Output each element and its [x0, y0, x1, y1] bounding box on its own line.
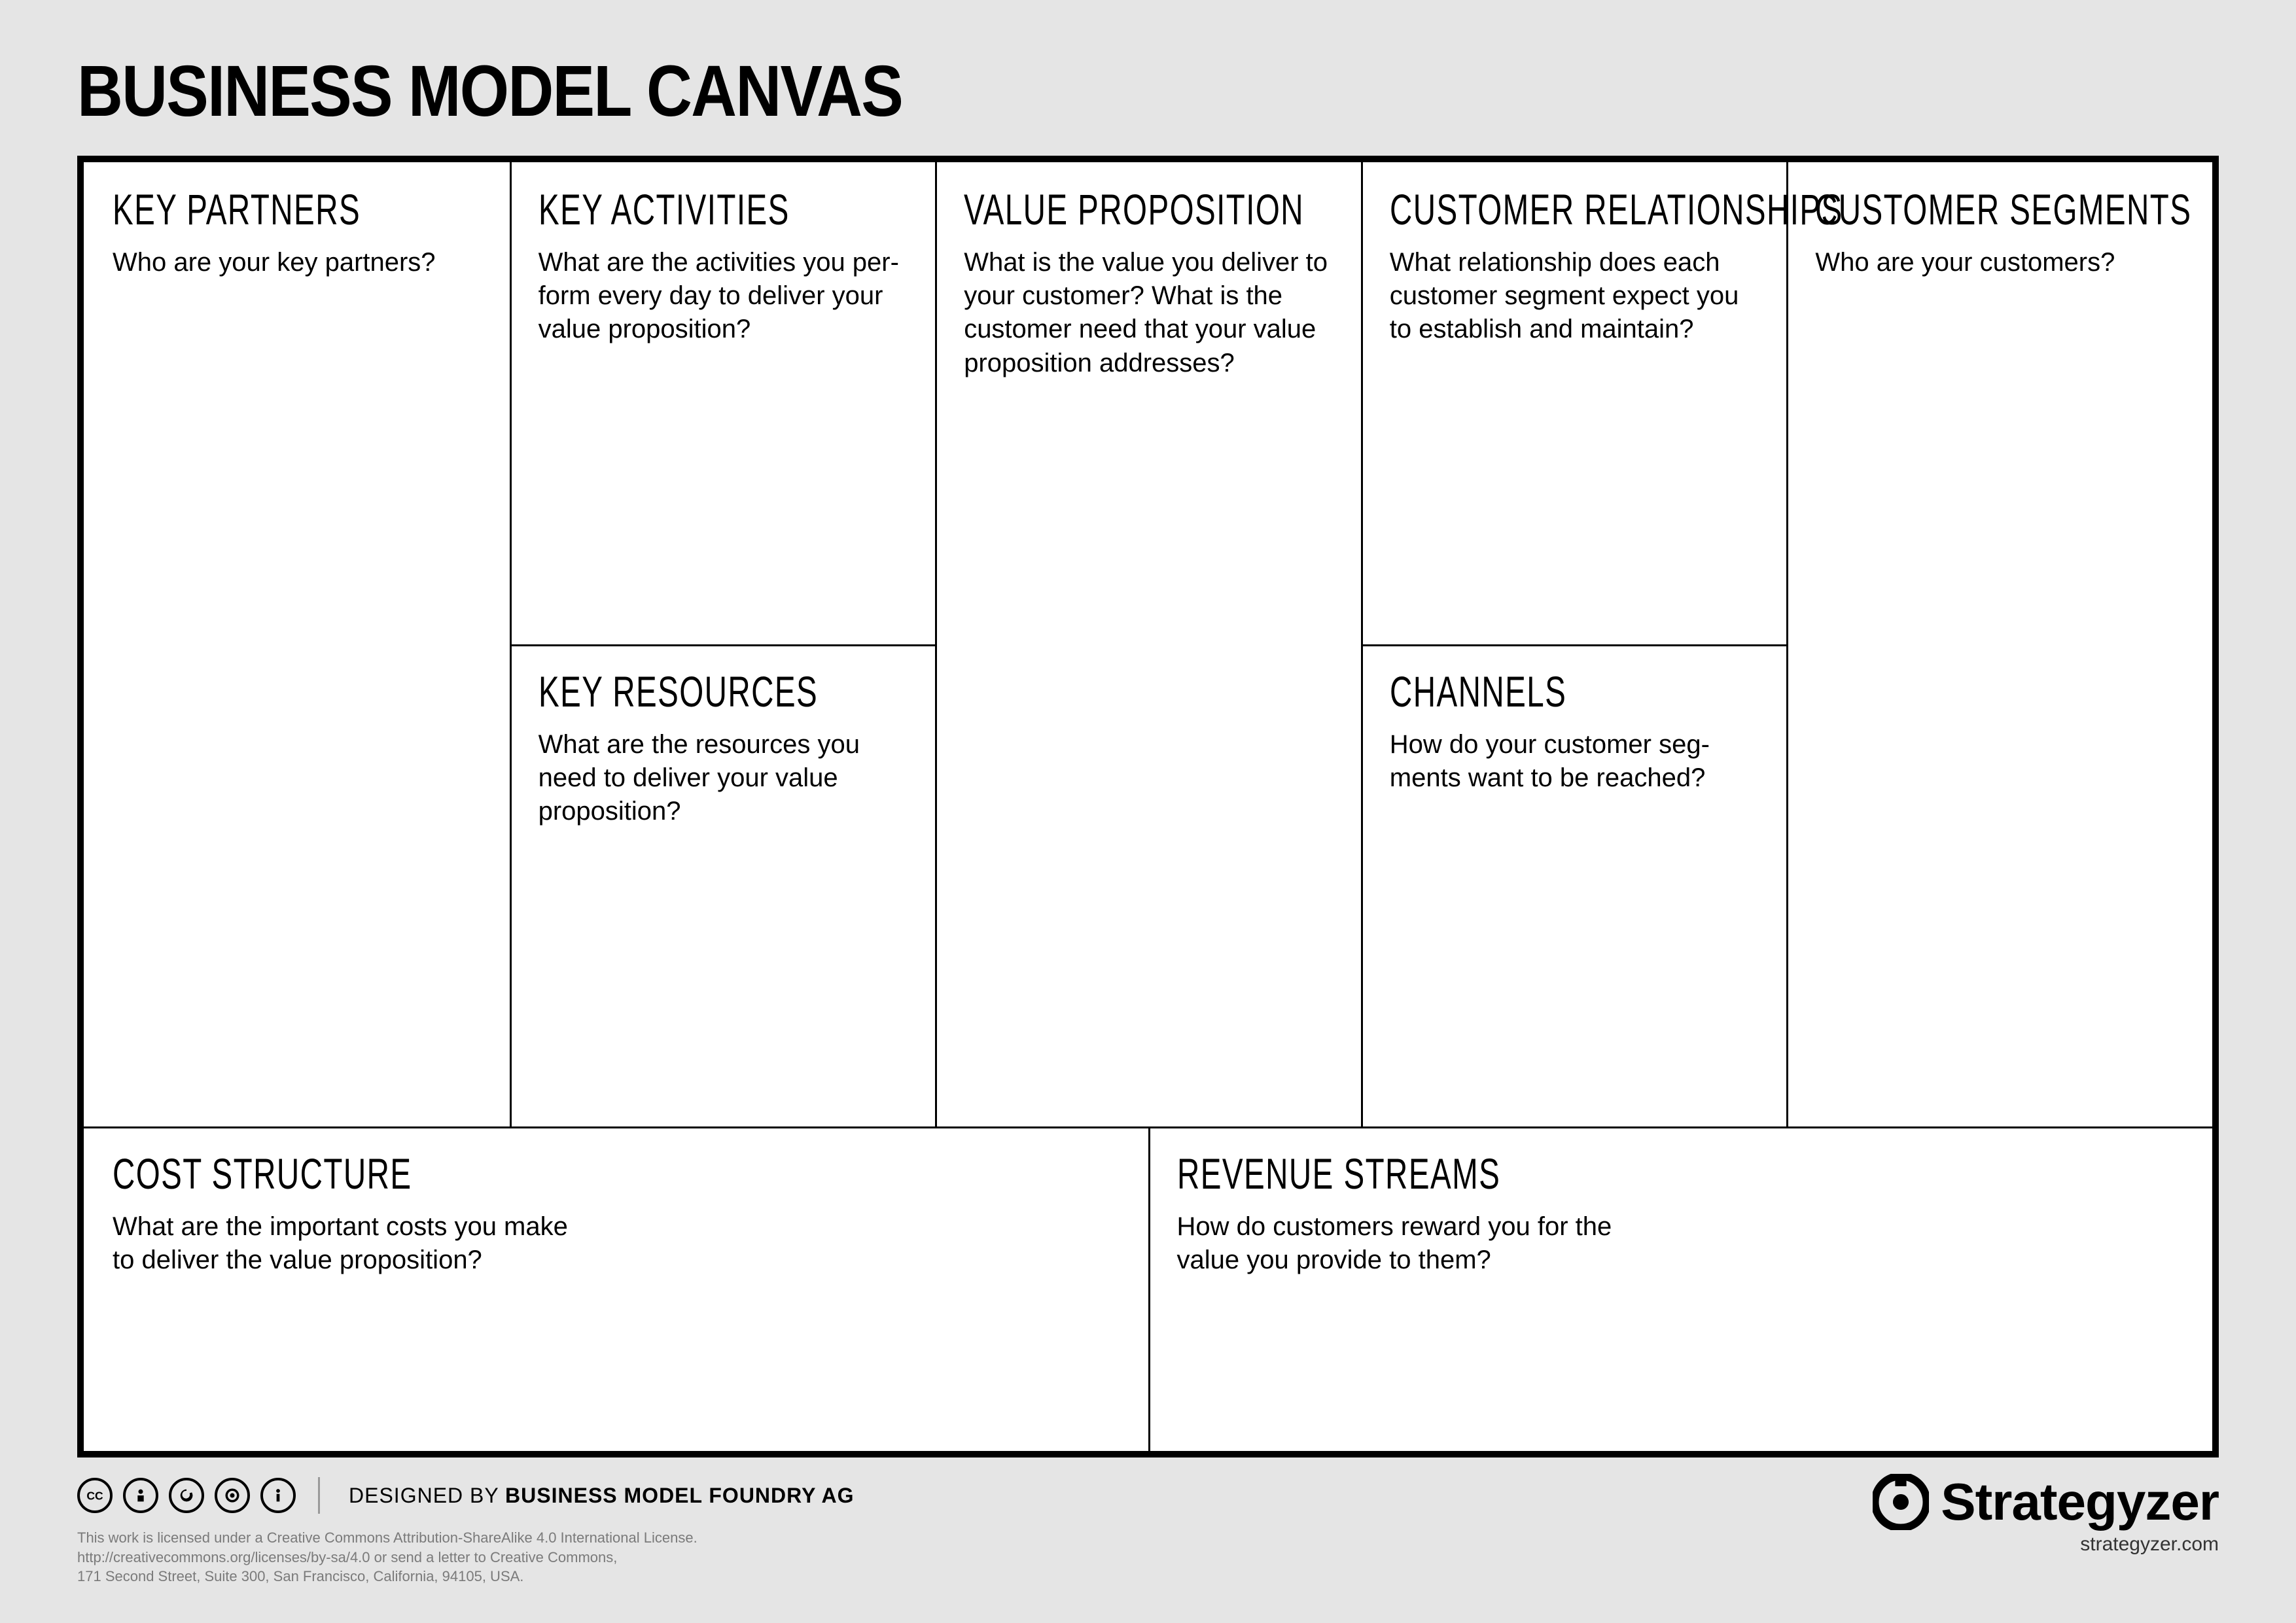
svg-text:CC: CC [86, 1489, 103, 1502]
cell-title: KEY PARTNERS [113, 184, 481, 234]
brand-block: Strategyzer strategyzer.com [1873, 1472, 2219, 1556]
cell-prompt: Who are your customers? [1815, 246, 2181, 279]
cell-key-resources: KEY RESOURCES What are the resources you… [510, 644, 936, 1126]
cell-prompt: How do customers reward you for the valu… [1177, 1210, 1635, 1277]
cell-prompt: What relationship does each customer seg… [1390, 246, 1756, 347]
cc-attribution-icon [260, 1478, 296, 1513]
cell-title: KEY RESOURCES [539, 667, 907, 716]
cell-key-activities: KEY ACTIVITIES What are the activities y… [510, 162, 936, 644]
cell-cost-structure: COST STRUCTURE What are the important co… [84, 1126, 1148, 1451]
license-line-3: 171 Second Street, Suite 300, San Franci… [77, 1567, 698, 1586]
strategyzer-logo-icon [1873, 1474, 1929, 1530]
license-line-1: This work is licensed under a Creative C… [77, 1528, 698, 1548]
cell-prompt: What are the activities you per­form eve… [539, 246, 905, 347]
designed-by-prefix: DESIGNED BY [349, 1484, 505, 1507]
cell-prompt: How do your customer seg­ments want to b… [1390, 728, 1756, 795]
cell-channels: CHANNELS How do your customer seg­ments … [1361, 644, 1787, 1126]
license-text: This work is licensed under a Creative C… [77, 1528, 698, 1586]
cc-badge-row: CC DESIGNED BY BUSINESS MODEL FOUNDRY AG [77, 1477, 855, 1514]
cc-by-icon [123, 1478, 158, 1513]
cell-title: COST STRUCTURE [113, 1149, 1120, 1198]
canvas-frame: KEY PARTNERS Who are your key partners? … [77, 156, 2219, 1457]
page: BUSINESS MODEL CANVAS KEY PARTNERS Who a… [0, 0, 2296, 1623]
cell-revenue-streams: REVENUE STREAMS How do customers reward … [1148, 1126, 2213, 1451]
designed-by-name: BUSINESS MODEL FOUNDRY AG [505, 1484, 855, 1507]
footer-divider [318, 1477, 320, 1514]
license-line-2: http://creativecommons.org/licenses/by-s… [77, 1548, 698, 1567]
cell-value-proposition: VALUE PROPOSITION What is the value you … [935, 162, 1361, 1126]
cell-prompt: What are the resources you need to deliv… [539, 728, 905, 829]
cell-key-partners: KEY PARTNERS Who are your key partners? [84, 162, 510, 1126]
cell-title: KEY ACTIVITIES [539, 184, 907, 234]
cell-prompt: Who are your key partners? [113, 246, 479, 279]
cc-sa-icon [169, 1478, 204, 1513]
cc-nc-icon [215, 1478, 250, 1513]
cc-icon: CC [77, 1478, 113, 1513]
cell-title: VALUE PROPOSITION [964, 184, 1332, 234]
cell-title: REVENUE STREAMS [1177, 1149, 2185, 1198]
footer: CC DESIGNED BY BUSINESS MODEL FOUNDRY AG… [77, 1477, 2219, 1595]
cell-prompt: What are the important costs you make to… [113, 1210, 571, 1277]
cell-prompt: What is the value you deliver to your cu… [964, 246, 1330, 380]
designed-by-text: DESIGNED BY BUSINESS MODEL FOUNDRY AG [349, 1484, 855, 1508]
brand-name: Strategyzer [1941, 1472, 2219, 1532]
brand-url: strategyzer.com [1873, 1533, 2219, 1556]
page-title: BUSINESS MODEL CANVAS [77, 50, 902, 133]
cell-customer-relationships: CUSTOMER RELATIONSHIPS What relationship… [1361, 162, 1787, 644]
cell-customer-segments: CUSTOMER SEGMENTS Who are your customers… [1786, 162, 2212, 1126]
cell-title: CUSTOMER RELATIONSHIPS [1390, 184, 1758, 234]
cell-title: CHANNELS [1390, 667, 1758, 716]
cell-title: CUSTOMER SEGMENTS [1815, 184, 2183, 234]
brand-row: Strategyzer [1873, 1472, 2219, 1532]
